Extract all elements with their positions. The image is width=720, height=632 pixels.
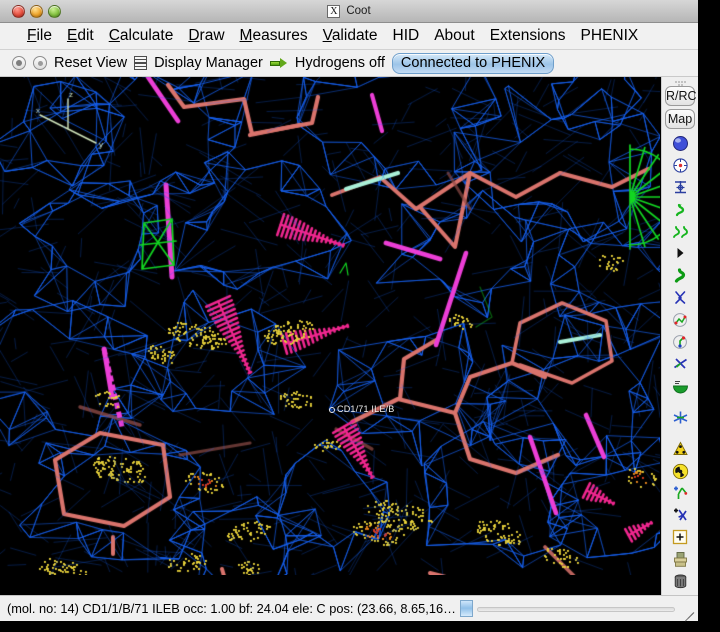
mutate-residue-icon[interactable] bbox=[664, 198, 697, 220]
flip-peptide-icon[interactable] bbox=[664, 308, 697, 330]
view-mode-radio-b[interactable] bbox=[33, 56, 47, 70]
window-titlebar[interactable]: X Coot bbox=[0, 0, 698, 23]
sphere-atom-icon[interactable] bbox=[664, 132, 697, 154]
hydrogens-arrow-icon[interactable] bbox=[269, 57, 288, 69]
refine-sphere-icon[interactable] bbox=[664, 374, 697, 396]
window-controls bbox=[12, 4, 61, 18]
sidebar-button-rrc[interactable]: R/RC bbox=[665, 86, 697, 106]
menu-extensions[interactable]: Extensions bbox=[489, 27, 566, 44]
minimize-button[interactable] bbox=[30, 4, 43, 18]
atom-label: CD1/71 ILE/B bbox=[337, 404, 395, 414]
x11-icon: X bbox=[327, 4, 341, 18]
menu-phenix[interactable]: PHENIX bbox=[580, 27, 639, 44]
menu-calculate[interactable]: Calculate bbox=[108, 27, 174, 44]
menu-about[interactable]: About bbox=[434, 27, 475, 44]
resize-grip[interactable] bbox=[681, 602, 695, 622]
display-manager-icon[interactable] bbox=[134, 56, 148, 70]
status-scroll-thumb[interactable] bbox=[459, 600, 473, 617]
add-atom-icon[interactable] bbox=[664, 482, 697, 504]
menubar: File Edit Calculate Draw Measures Valida… bbox=[0, 23, 698, 50]
rigid-body-fit-icon[interactable] bbox=[664, 460, 697, 482]
menu-file[interactable]: File bbox=[27, 27, 52, 44]
statusbar: (mol. no: 14) CD1/1/B/71 ILEB occ: 1.00 … bbox=[0, 595, 698, 622]
sidebar-button-map[interactable]: Map bbox=[665, 109, 695, 129]
trash-icon[interactable] bbox=[664, 570, 697, 592]
side-chain-180-icon[interactable] bbox=[664, 330, 697, 352]
menu-hid[interactable]: HID bbox=[392, 27, 420, 44]
menu-draw[interactable]: Draw bbox=[188, 27, 225, 44]
hydrogens-toggle-button[interactable]: Hydrogens off bbox=[294, 55, 385, 71]
regularize-zone-icon[interactable] bbox=[664, 406, 697, 428]
symmetry-icon[interactable] bbox=[664, 176, 697, 198]
phenix-connection-status-button[interactable]: Connected to PHENIX bbox=[391, 52, 555, 74]
close-button[interactable] bbox=[12, 4, 25, 18]
menu-measures[interactable]: Measures bbox=[239, 27, 308, 44]
edit-chi-angles-icon[interactable] bbox=[664, 352, 697, 374]
title-group: X Coot bbox=[0, 0, 698, 22]
menu-edit[interactable]: Edit bbox=[66, 27, 94, 44]
auto-fit-rotamer-icon[interactable] bbox=[664, 264, 697, 286]
next-residue-icon[interactable] bbox=[664, 242, 697, 264]
toolbar: Reset View Display Manager Hydrogens off… bbox=[0, 50, 698, 77]
horizontal-scrollbar[interactable] bbox=[476, 604, 675, 613]
view-mode-radio-a[interactable] bbox=[12, 56, 26, 70]
status-text: (mol. no: 14) CD1/1/B/71 ILEB occ: 1.00 … bbox=[7, 601, 456, 616]
rotamers-icon[interactable] bbox=[664, 286, 697, 308]
density-map-canvas[interactable] bbox=[0, 77, 660, 575]
clear-pending-picks-icon[interactable] bbox=[664, 548, 697, 570]
add-alt-conf-icon[interactable] bbox=[664, 526, 697, 548]
sphere-refine-icon[interactable] bbox=[664, 438, 697, 460]
main-window: X Coot File Edit Calculate Draw Measures… bbox=[0, 0, 698, 622]
molecular-graphics-viewport[interactable]: CD1/71 ILE/B bbox=[0, 77, 661, 595]
main-body: CD1/71 ILE/B R/RC Map bbox=[0, 77, 698, 595]
display-manager-button[interactable]: Display Manager bbox=[154, 55, 263, 71]
window-title: Coot bbox=[346, 5, 371, 17]
mutate-autofit-icon[interactable] bbox=[664, 220, 697, 242]
environment-distances-icon[interactable] bbox=[664, 154, 697, 176]
selected-atom-marker bbox=[329, 407, 335, 413]
menu-validate[interactable]: Validate bbox=[322, 27, 378, 44]
sidebar-drag-handle[interactable] bbox=[674, 79, 686, 86]
add-terminal-residue-icon[interactable] bbox=[664, 504, 697, 526]
reset-view-button[interactable]: Reset View bbox=[54, 55, 128, 71]
tool-sidebar: R/RC Map bbox=[661, 77, 698, 595]
maximize-button[interactable] bbox=[48, 4, 61, 18]
scrollbar-track[interactable] bbox=[476, 607, 675, 612]
